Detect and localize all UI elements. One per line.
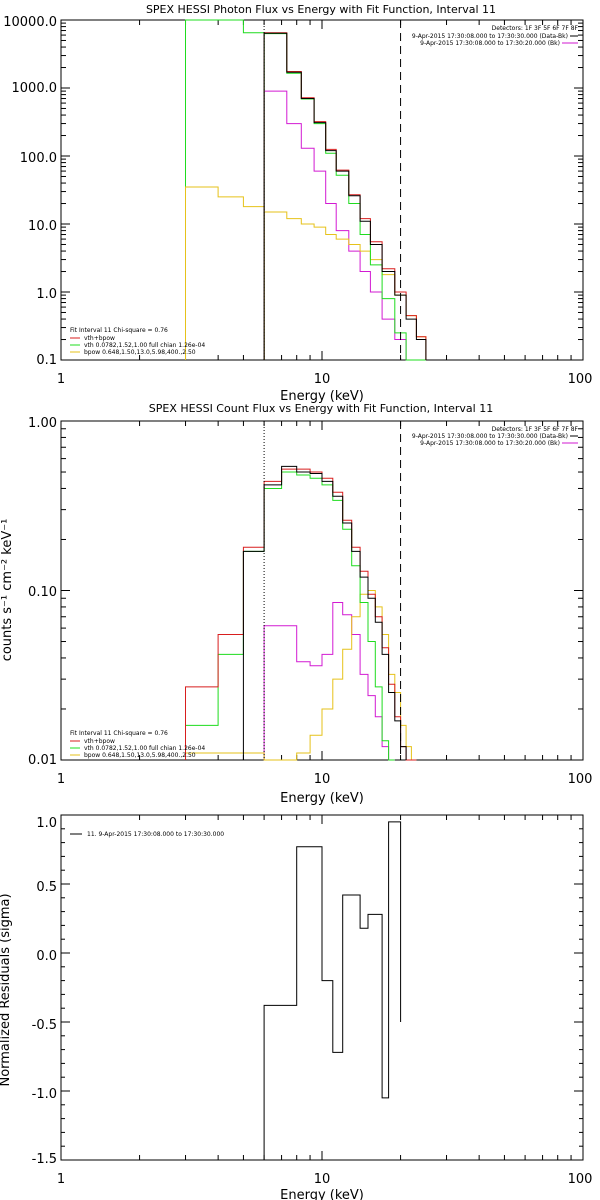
- count-series-vth: [185, 471, 395, 761]
- count-legend-bpow: bpow 0.648,1.50,13.0,5.98,400.,2.50: [84, 752, 196, 759]
- count-x-tick-10: 10: [314, 772, 331, 787]
- count-detectors: Detectors: 1F 3F 5F 6F 7F 8F: [492, 426, 579, 433]
- residuals-y-tick-05: 0.5: [36, 880, 57, 895]
- count-x-tick-1: 1: [57, 772, 65, 787]
- photon-series-bk: [263, 90, 426, 361]
- count-legend-vth: vth 0.0782,1.52,1.00 full chian 1.26e-04: [84, 745, 205, 752]
- count-series-total: [242, 465, 407, 760]
- photon-y-tick-10000: 10000.0: [3, 15, 57, 30]
- photon-x-tick-1: 1: [57, 372, 65, 387]
- photon-low-segment-bpow: [185, 186, 265, 360]
- photon-detectors: Detectors: 1F 3F 5F 6F 7F 8F: [492, 25, 579, 32]
- photon-x-tick-10: 10: [314, 372, 331, 387]
- photon-y-tick-1000: 1000.0: [12, 81, 58, 96]
- photon-axis-ticks: [60, 19, 583, 361]
- residuals-y-axis-label: Normalized Residuals (sigma): [0, 893, 13, 1086]
- count-y-tick-1: 1.00: [28, 416, 57, 431]
- photon-legend-bpow: bpow 0.648,1.50,13.0,5.98,400.,2.50: [84, 349, 196, 356]
- residuals-y-tick-m1: -1.0: [32, 1087, 57, 1102]
- count-y-tick-001: 0.01: [28, 753, 57, 768]
- count-flux-panel: SPEX HESSI Count Flux vs Energy with Fit…: [0, 402, 592, 806]
- residuals-panel: 1.0 0.5 0.0 -0.5 -1.0 -1.5 1 10 100 Ener…: [0, 814, 593, 1200]
- count-series-bpow: [185, 590, 417, 761]
- residuals-y-tick-0: 0.0: [36, 949, 57, 964]
- count-series-bk: [263, 602, 395, 761]
- count-legend: Fit Interval 11 Chi-square = 0.76 vth+bp…: [70, 730, 205, 759]
- count-legend-heading: Fit Interval 11 Chi-square = 0.76: [70, 730, 168, 737]
- photon-series-vth: [263, 33, 426, 361]
- residuals-series-line: [263, 821, 402, 1160]
- photon-flux-panel: SPEX HESSI Photon Flux vs Energy with Fi…: [3, 3, 592, 404]
- photon-y-tick-1: 1.0: [36, 287, 57, 302]
- residuals-series: [263, 821, 402, 1160]
- count-header-line2: 9-Apr-2015 17:30:08.000 to 17:30:20.000 …: [420, 440, 560, 447]
- photon-header-line1: 9-Apr-2015 17:30:08.000 to 17:30:30.000 …: [412, 33, 568, 40]
- residuals-axis-ticks: [60, 814, 583, 1161]
- residuals-x-axis-label: Energy (keV): [280, 1188, 364, 1200]
- count-y-tick-01: 0.10: [28, 585, 57, 600]
- photon-y-tick-10: 10.0: [28, 219, 57, 234]
- photon-y-tick-01: 0.1: [36, 353, 57, 368]
- photon-header-line2: 9-Apr-2015 17:30:08.000 to 17:30:20.000 …: [420, 40, 560, 47]
- count-header: Detectors: 1F 3F 5F 6F 7F 8F 9-Apr-2015 …: [412, 426, 579, 447]
- photon-x-tick-100: 100: [568, 372, 593, 387]
- residuals-y-tick-m15: -1.5: [32, 1152, 57, 1167]
- residuals-x-tick-10: 10: [314, 1172, 331, 1187]
- residuals-y-tick-m05: -0.5: [32, 1018, 57, 1033]
- count-header-line1: 9-Apr-2015 17:30:08.000 to 17:30:30.000 …: [412, 433, 568, 440]
- count-legend-sum: vth+bpow: [84, 738, 115, 745]
- photon-legend-vth: vth 0.0782,1.52,1.00 full chian 1.26e-04: [84, 342, 205, 349]
- photon-legend-sum: vth+bpow: [84, 335, 115, 342]
- photon-series-total: [263, 32, 427, 360]
- count-x-tick-100: 100: [568, 772, 593, 787]
- photon-legend-heading: Fit Interval 11 Chi-square = 0.76: [70, 327, 168, 334]
- residuals-x-tick-100: 100: [568, 1172, 593, 1187]
- photon-plot-frame: [60, 19, 584, 361]
- photon-series: [185, 19, 427, 361]
- count-chart-title: SPEX HESSI Count Flux vs Energy with Fit…: [149, 402, 493, 415]
- count-y-axis-label: counts s⁻¹ cm⁻² keV⁻¹: [0, 519, 15, 662]
- count-series: [185, 421, 417, 761]
- photon-header: Detectors: 1F 3F 5F 6F 7F 8F 9-Apr-2015 …: [412, 25, 579, 47]
- residuals-legend: 11. 9-Apr-2015 17:30:08.000 to 17:30:30.…: [87, 831, 224, 838]
- photon-legend: Fit Interval 11 Chi-square = 0.76 vth+bp…: [70, 327, 205, 356]
- photon-low-segment-vth: [185, 19, 265, 360]
- photon-y-tick-100: 100.0: [20, 151, 57, 166]
- count-x-axis-label: Energy (keV): [280, 791, 364, 806]
- photon-series-sum: [263, 32, 427, 360]
- residuals-x-tick-1: 1: [57, 1172, 65, 1187]
- photon-chart-title: SPEX HESSI Photon Flux vs Energy with Fi…: [146, 3, 496, 16]
- photon-series-bpow: [263, 211, 427, 360]
- residuals-y-tick-1: 1.0: [36, 816, 57, 831]
- photon-x-axis-label: Energy (keV): [280, 389, 364, 404]
